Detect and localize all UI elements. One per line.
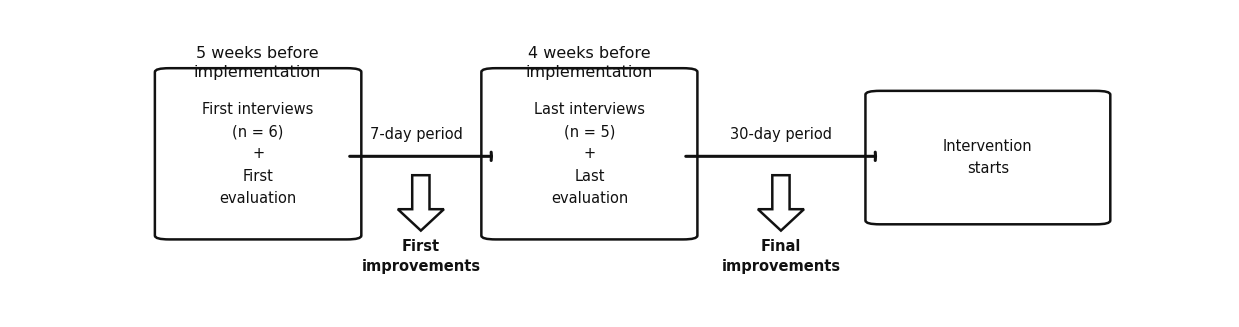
Text: Last interviews
(n = 5)
+
Last
evaluation: Last interviews (n = 5) + Last evaluatio… (534, 102, 644, 206)
Text: 4 weeks before
implementation: 4 weeks before implementation (525, 45, 653, 80)
Polygon shape (758, 175, 804, 231)
Text: First
improvements: First improvements (362, 239, 481, 274)
Text: Final
improvements: Final improvements (721, 239, 840, 274)
Text: 30-day period: 30-day period (731, 128, 833, 143)
Text: 7-day period: 7-day period (370, 128, 463, 143)
Text: First interviews
(n = 6)
+
First
evaluation: First interviews (n = 6) + First evaluat… (202, 102, 313, 206)
FancyBboxPatch shape (155, 68, 362, 239)
Text: 5 weeks before
implementation: 5 weeks before implementation (195, 45, 321, 80)
FancyBboxPatch shape (481, 68, 698, 239)
Text: Intervention
starts: Intervention starts (943, 139, 1032, 176)
FancyBboxPatch shape (866, 91, 1110, 224)
Polygon shape (398, 175, 444, 231)
